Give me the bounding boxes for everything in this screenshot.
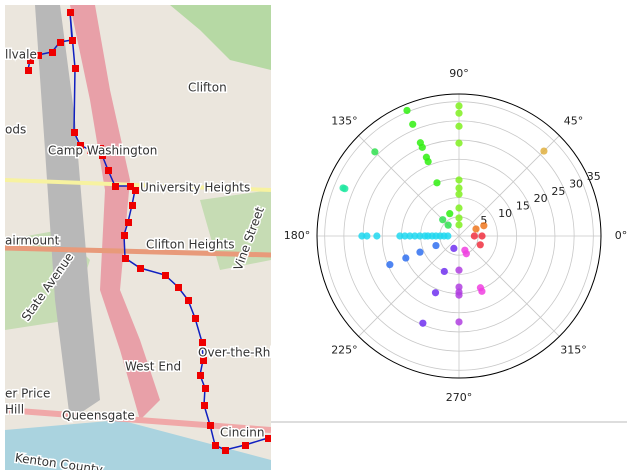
data-point (363, 232, 371, 240)
data-point (455, 122, 463, 130)
data-point (373, 232, 381, 240)
map: llvale ods Clifton Camp Washington Unive… (5, 5, 274, 470)
theta-tick-label: 180° (284, 229, 311, 242)
data-point (418, 143, 426, 151)
data-point (396, 232, 404, 240)
route-stops (25, 9, 271, 454)
data-point (478, 232, 486, 240)
data-point (455, 190, 463, 198)
data-point (440, 267, 448, 276)
road (5, 178, 271, 192)
data-point (446, 210, 454, 218)
road (5, 407, 271, 433)
r-tick-label: 5 (480, 214, 487, 227)
data-point (409, 120, 417, 128)
data-point (455, 266, 463, 274)
data-point (455, 176, 463, 184)
data-point (462, 250, 470, 258)
grid-spoke (458, 235, 560, 337)
data-point (455, 318, 463, 326)
data-point (470, 232, 478, 240)
data-point (424, 157, 432, 166)
r-tick-label: 25 (551, 185, 565, 198)
data-point (455, 204, 463, 212)
data-point (419, 319, 427, 327)
data-point (450, 244, 458, 253)
map-label: Hill (5, 403, 24, 417)
data-point (455, 221, 463, 229)
data-point (416, 248, 424, 256)
data-point (540, 147, 548, 155)
theta-tick-label: 225° (331, 344, 358, 357)
theta-tick-label: 0° (615, 229, 627, 242)
data-point (455, 291, 463, 299)
map-label: llvale (5, 48, 37, 62)
theta-tick-label: 315° (560, 344, 587, 357)
map-label: ods (5, 123, 26, 137)
data-point (358, 232, 366, 240)
data-point (455, 283, 463, 291)
map-label: Over-the-Rhi (198, 346, 274, 360)
river (5, 420, 271, 470)
map-label: Camp Washington (48, 144, 157, 158)
map-label: airmount (5, 234, 60, 248)
polar-frame (316, 93, 602, 379)
data-point (455, 102, 463, 110)
data-point (341, 185, 349, 193)
rail-yard (35, 5, 100, 420)
data-point (472, 225, 480, 233)
data-point (402, 254, 410, 262)
data-point (403, 106, 411, 115)
data-point (455, 109, 463, 117)
grid-spoke (358, 235, 460, 337)
data-point (371, 148, 379, 156)
data-point (455, 139, 463, 147)
theta-tick-label: 45° (564, 114, 584, 127)
data-point (411, 232, 419, 240)
map-label: er Price (5, 387, 50, 401)
map-label: Queensgate (62, 409, 135, 423)
data-point (439, 216, 447, 224)
r-tick-label: 35 (587, 170, 601, 183)
data-point (444, 221, 452, 229)
r-tick-label: 10 (498, 207, 512, 220)
data-point (455, 214, 463, 222)
data-point (476, 241, 484, 249)
theta-tick-label: 270° (446, 391, 473, 404)
map-label: Cincinn (220, 426, 264, 440)
highway (70, 5, 160, 420)
park (200, 190, 271, 270)
park (170, 5, 271, 70)
road (5, 245, 271, 258)
data-point (455, 184, 463, 192)
data-point (433, 179, 441, 187)
data-point (386, 261, 394, 269)
data-point (406, 232, 414, 240)
data-point (478, 287, 486, 295)
map-label: West End (125, 360, 181, 374)
data-point (480, 222, 488, 230)
map-label: Clifton Heights (146, 238, 234, 252)
r-tick-label: 20 (534, 192, 548, 205)
data-point (401, 232, 409, 240)
data-point (444, 232, 452, 240)
map-label: Clifton (188, 81, 227, 95)
data-point (416, 232, 424, 240)
r-tick-label: 30 (569, 177, 583, 190)
data-point (432, 241, 440, 250)
r-tick-label: 15 (516, 199, 530, 212)
map-label: University Heights (140, 181, 250, 195)
data-point (431, 289, 440, 297)
theta-tick-label: 135° (331, 114, 358, 127)
theta-tick-label: 90° (449, 67, 469, 80)
